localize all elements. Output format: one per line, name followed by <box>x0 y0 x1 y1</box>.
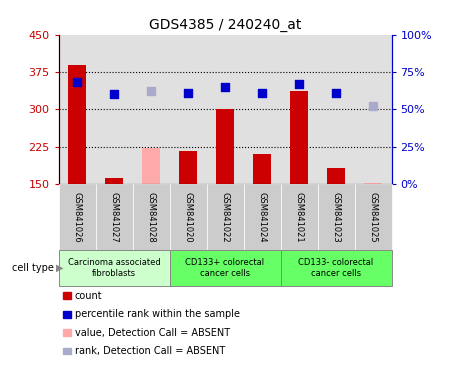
Text: value, Detection Call = ABSENT: value, Detection Call = ABSENT <box>75 328 230 338</box>
Text: CD133+ colorectal
cancer cells: CD133+ colorectal cancer cells <box>185 258 265 278</box>
Bar <box>290 91 308 184</box>
Bar <box>179 151 197 184</box>
Title: GDS4385 / 240240_at: GDS4385 / 240240_at <box>149 18 301 32</box>
Text: GSM841024: GSM841024 <box>257 192 266 242</box>
Point <box>73 79 81 86</box>
Bar <box>216 109 234 184</box>
Text: percentile rank within the sample: percentile rank within the sample <box>75 309 240 319</box>
Point <box>148 88 155 94</box>
Text: cell type: cell type <box>12 263 54 273</box>
Text: GSM841023: GSM841023 <box>332 192 341 242</box>
Text: GSM841027: GSM841027 <box>109 192 118 242</box>
Text: GSM841028: GSM841028 <box>147 192 156 242</box>
Text: Carcinoma associated
fibroblasts: Carcinoma associated fibroblasts <box>68 258 160 278</box>
Text: GSM841021: GSM841021 <box>294 192 303 242</box>
Text: GSM841022: GSM841022 <box>220 192 230 242</box>
Text: GSM841025: GSM841025 <box>369 192 378 242</box>
Bar <box>105 178 123 184</box>
Text: count: count <box>75 291 102 301</box>
Text: GSM841026: GSM841026 <box>72 192 81 242</box>
Point <box>110 91 117 98</box>
Point <box>369 103 377 109</box>
Point <box>295 81 302 87</box>
Point <box>258 90 265 96</box>
Bar <box>142 148 160 184</box>
Bar <box>68 65 86 184</box>
Text: GSM841020: GSM841020 <box>184 192 193 242</box>
Bar <box>364 183 382 184</box>
Text: ▶: ▶ <box>56 263 64 273</box>
Point <box>221 84 229 90</box>
Bar <box>327 168 345 184</box>
Text: CD133- colorectal
cancer cells: CD133- colorectal cancer cells <box>298 258 374 278</box>
Point <box>333 90 340 96</box>
Bar <box>253 154 271 184</box>
Point <box>184 90 192 96</box>
Text: rank, Detection Call = ABSENT: rank, Detection Call = ABSENT <box>75 346 225 356</box>
